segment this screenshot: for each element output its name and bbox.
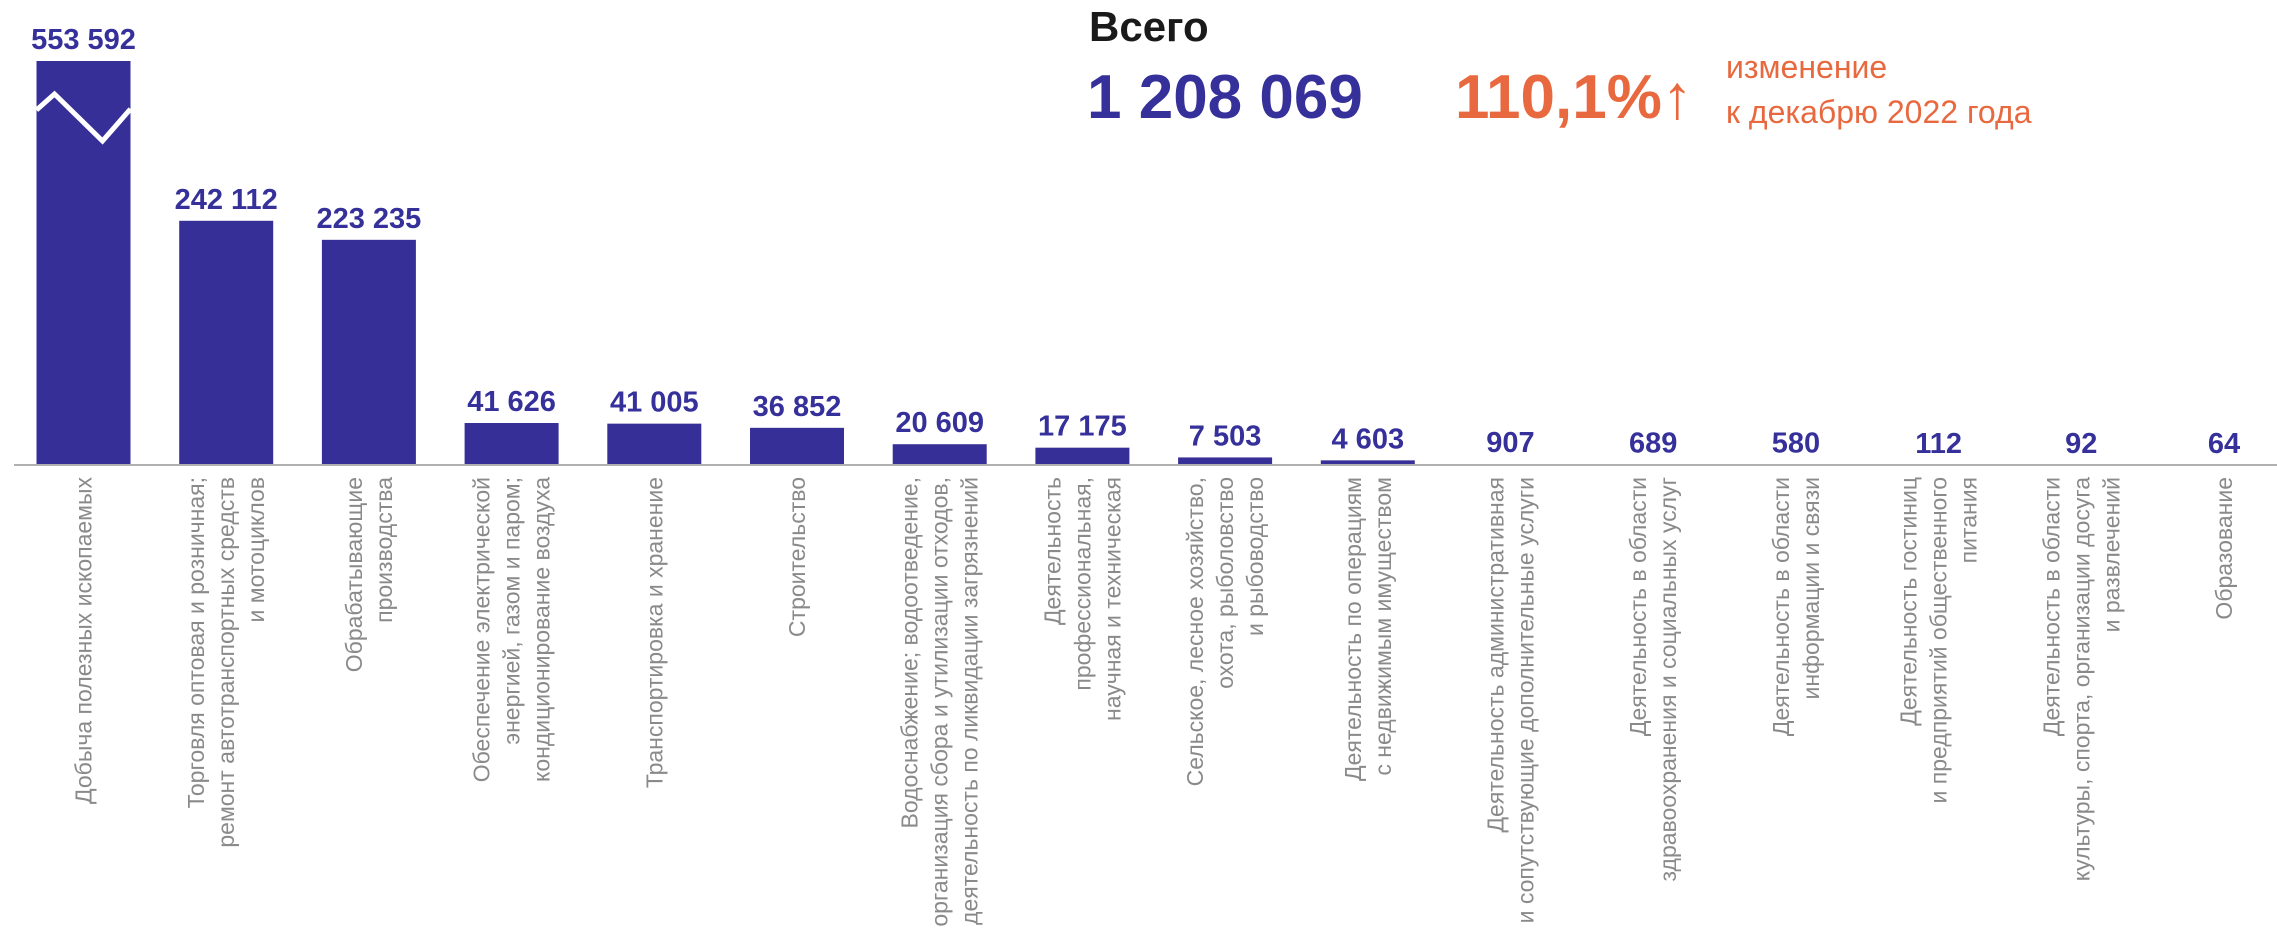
x-tick-label: здравоохранения и социальных услуг: [1655, 477, 1681, 881]
value-label: 4 603: [1332, 423, 1405, 455]
bar: [1178, 457, 1273, 465]
value-label: 41 626: [467, 386, 556, 418]
total-value: 1 208 069: [1087, 63, 1363, 132]
x-tick-label: кондиционирование воздуха: [529, 477, 555, 782]
x-tick-label: Строительство: [784, 477, 810, 637]
value-label: 92: [2065, 428, 2097, 460]
bar: [892, 444, 987, 465]
value-label: 41 005: [610, 387, 699, 419]
x-tick-label: и сопутствующие дополнительные услуги: [1513, 477, 1539, 923]
value-label: 7 503: [1189, 420, 1262, 452]
value-label: 553 592: [31, 24, 136, 56]
value-label: 689: [1629, 427, 1677, 459]
value-label: 907: [1486, 427, 1534, 459]
value-label: 64: [2208, 428, 2240, 460]
x-tick-label: Обрабатывающие: [341, 477, 367, 672]
bar: [179, 220, 274, 465]
change-note: к декабрю 2022 года: [1726, 94, 2032, 130]
x-tick-label: научная и техническая: [1099, 477, 1125, 721]
x-tick-label: и мотоциклов: [243, 477, 269, 622]
x-tick-label: Деятельность гостиниц: [1896, 477, 1922, 726]
value-label: 223 235: [316, 203, 421, 235]
value-label: 36 852: [753, 391, 842, 423]
x-tick-label: охота, рыболовство: [1212, 477, 1238, 689]
x-tick-label: Водоснабжение; водоотведение,: [897, 477, 923, 829]
value-label: 112: [1915, 428, 1962, 460]
total-label: Всего: [1089, 3, 1209, 50]
x-tick-label: Деятельность в области: [2038, 477, 2064, 736]
x-tick-label: Деятельность: [1039, 477, 1065, 625]
x-tick-label: деятельность по ликвидации загрязнений: [957, 477, 983, 925]
x-tick-label: информации и связи: [1798, 477, 1824, 699]
x-tick-label: Добыча полезных ископаемых: [71, 477, 97, 804]
x-tick-label: организация сбора и утилизации отходов,: [927, 477, 953, 927]
x-tick-label: Деятельность в области: [1768, 477, 1794, 736]
x-tick-label: Деятельность по операциям: [1340, 477, 1366, 781]
x-tick-label: и предприятий общественного: [1926, 477, 1952, 803]
x-tick-label: профессиональная,: [1069, 477, 1095, 691]
bar: [321, 239, 416, 465]
x-tick-label: Деятельность административная: [1483, 477, 1509, 833]
bar: [750, 427, 844, 465]
bar: [1320, 460, 1415, 465]
value-label: 580: [1772, 427, 1820, 459]
value-label: 20 609: [895, 407, 984, 439]
value-label: 242 112: [175, 184, 278, 216]
x-tick-label: и рыбоводство: [1242, 477, 1268, 636]
x-tick-label: Торговля оптовая и розничная;: [183, 477, 209, 808]
x-tick-label: Деятельность в области: [1625, 477, 1651, 736]
x-tick-label: Сельское, лесное хозяйство,: [1182, 477, 1208, 786]
x-tick-label: производства: [371, 477, 397, 623]
x-tick-label: с недвижимым имуществом: [1370, 477, 1396, 776]
axis-break: [34, 90, 133, 145]
value-label: 17 175: [1038, 411, 1127, 443]
x-tick-label: Обеспечение электрической: [469, 477, 495, 782]
bar: [464, 423, 559, 465]
x-tick-label: энергией, газом и паром;: [499, 477, 525, 745]
bar: [1035, 447, 1130, 465]
x-tick-label: ремонт автотранспортных средств: [213, 477, 239, 848]
x-tick-label: культуры, спорта, организации досуга: [2068, 477, 2094, 881]
bar: [607, 423, 702, 465]
change-value: 110,1%↑: [1455, 63, 1693, 132]
x-tick-label: Транспортировка и хранение: [641, 477, 667, 788]
x-tick-label: питания: [1956, 477, 1982, 563]
x-tick-label: Образование: [2211, 477, 2237, 620]
x-tick-label: и развлечений: [2098, 477, 2124, 632]
change-note: изменение: [1726, 49, 1887, 85]
